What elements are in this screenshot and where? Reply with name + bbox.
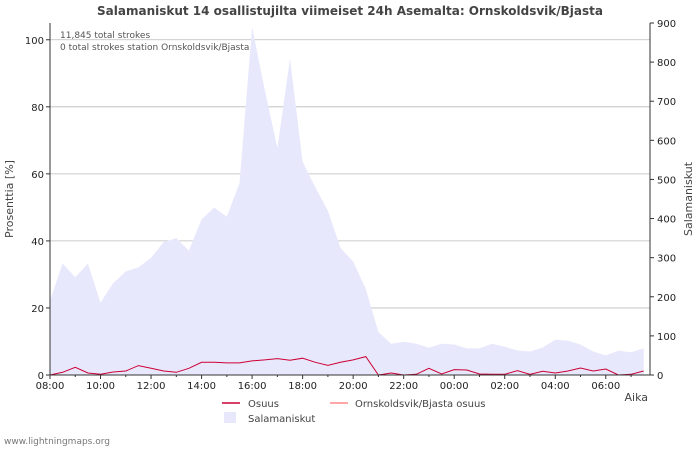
y-right-tick-label: 0 [657,371,663,382]
x-tick-label: 08:00 [36,381,65,392]
x-tick-label: 14:00 [187,381,216,392]
y-right-tick-label: 200 [657,293,676,304]
x-tick-label: 06:00 [591,381,620,392]
y-right-tick-label: 400 [657,215,676,226]
chart-title: Salamaniskut 14 osallistujilta viimeiset… [97,4,603,18]
footer-credit: www.lightningmaps.org [4,437,110,447]
y-left-tick-label: 80 [31,103,44,114]
y-right-tick-label: 100 [657,332,676,343]
legend-swatch-salamaniskut [224,412,236,423]
x-axis-ticks: 08:00 10:00 12:00 14:00 16:00 18:00 20:00 22:00… [36,375,632,392]
annotation-station-strokes: 0 total strokes station Ornskoldsvik/Bja… [60,43,249,53]
x-axis-label: Aika [625,391,649,404]
x-tick-label: 16:00 [238,381,267,392]
y-axis-right-label: Salamaniskut [682,161,695,236]
series-line-osuus [49,356,644,376]
legend-label-salamaniskut: Salamaniskut [248,414,315,425]
legend: Osuus Ornskoldsvik/Bjasta osuus Salamani… [222,399,486,425]
x-tick-label: 12:00 [137,381,166,392]
x-tick-label: 02:00 [490,381,519,392]
x-tick-label: 04:00 [541,381,570,392]
legend-label-station-osuus: Ornskoldsvik/Bjasta osuus [355,399,486,410]
y-right-tick-label: 300 [657,254,676,265]
x-tick-label: 20:00 [339,381,368,392]
plot-area [49,23,651,376]
y-axis-left-ticks: 0 20 40 60 80 100 [25,36,50,382]
y-axis-right-ticks: 0 100 200 300 400 500 600 700 800 900 [650,19,676,382]
series-area-salamaniskut [50,26,644,376]
y-left-tick-label: 100 [25,36,44,47]
x-tick-label: 00:00 [440,381,469,392]
y-right-tick-label: 800 [657,58,676,69]
y-right-tick-label: 600 [657,136,676,147]
y-right-tick-label: 500 [657,175,676,186]
y-right-tick-label: 700 [657,97,676,108]
annotation-total-strokes: 11,845 total strokes [60,31,150,41]
y-right-tick-label: 900 [657,19,676,30]
x-tick-label: 10:00 [86,381,115,392]
axes [49,23,651,376]
y-left-tick-label: 0 [38,371,44,382]
x-tick-label: 22:00 [389,381,418,392]
y-left-tick-label: 20 [31,304,44,315]
y-left-tick-label: 40 [31,237,44,248]
legend-label-osuus: Osuus [248,399,279,410]
y-left-tick-label: 60 [31,170,44,181]
y-axis-left-label: Prosenttia [%] [3,160,16,238]
x-tick-label: 18:00 [288,381,317,392]
